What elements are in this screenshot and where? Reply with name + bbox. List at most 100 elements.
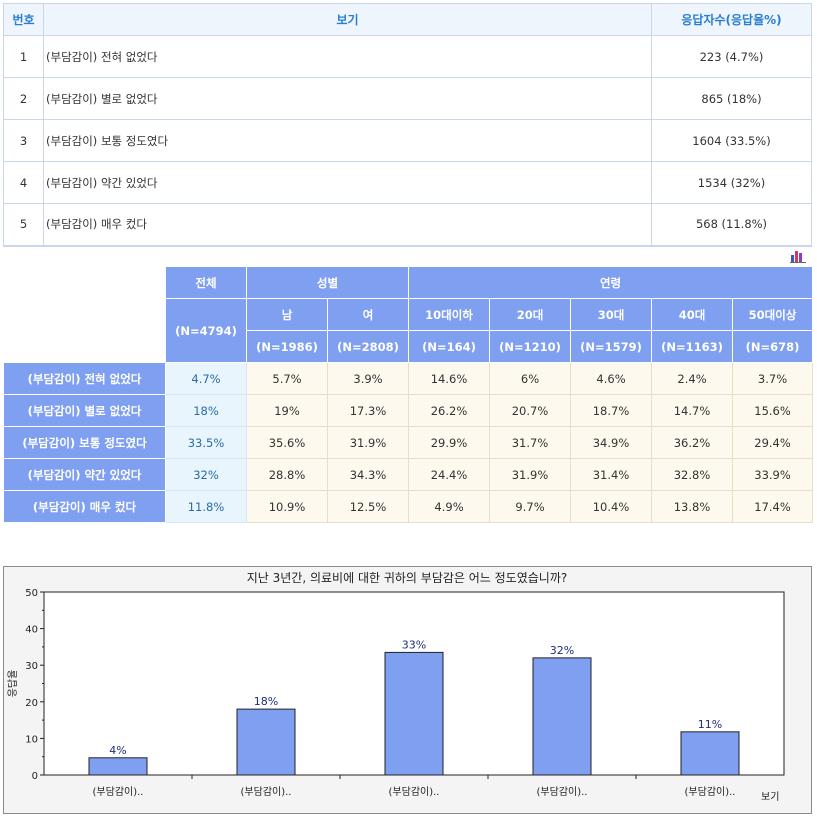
chart-bar — [532, 657, 592, 776]
total-value: 33.5% — [165, 426, 247, 459]
y-tick-label: 10 — [25, 734, 38, 745]
row-option-label: (부담감이) 별로 없었다 — [3, 394, 166, 427]
group-n: (N=678) — [732, 330, 814, 363]
group-value: 17.3% — [326, 394, 410, 427]
group-label: 여 — [326, 298, 410, 331]
row-number: 5 — [3, 203, 44, 247]
chart-title: 지난 3년간, 의료비에 대한 귀하의 부담감은 어느 정도였습니까? — [247, 571, 568, 585]
row-number: 1 — [3, 35, 44, 78]
group-n: (N=1579) — [570, 330, 653, 363]
group-value: 17.4% — [732, 490, 814, 523]
group-value: 15.6% — [732, 394, 814, 427]
x-tick-label: (부담감이).. — [537, 786, 588, 798]
group-value: 31.9% — [489, 458, 572, 491]
group-value: 32.8% — [651, 458, 734, 491]
group-value: 4.9% — [408, 490, 491, 523]
group-value: 2.4% — [651, 362, 734, 395]
header-option: 보기 — [43, 3, 652, 36]
response-summary-table: 번호 보기 응답자수(응답율%) 1 (부담감이) 전혀 없었다 223 (4.7%… — [3, 3, 812, 247]
group-n: (N=2808) — [326, 330, 410, 363]
row-response-count: 223 (4.7%) — [651, 35, 812, 78]
data-label: 11% — [698, 718, 722, 731]
table-row: (부담감이) 전혀 없었다 4.7% 5.7% 3.9% 14.6% 6% 4.6% 2.4%… — [3, 362, 814, 395]
total-n: (N=4794) — [165, 298, 247, 363]
group-value: 12.5% — [326, 490, 410, 523]
group-value: 34.3% — [326, 458, 410, 491]
group-label: 40대 — [651, 298, 734, 331]
group-value: 4.6% — [570, 362, 653, 395]
table-row: (부담감이) 약간 있었다 32% 28.8% 34.3% 24.4% 31.9% 31.4… — [3, 458, 814, 491]
group-n: (N=1163) — [651, 330, 734, 363]
table-row: 4 (부담감이) 약간 있었다 1534 (32%) — [3, 161, 812, 204]
group-value: 10.4% — [570, 490, 653, 523]
table-row: 1 (부담감이) 전혀 없었다 223 (4.7%) — [3, 35, 812, 78]
summary-header-row: 번호 보기 응답자수(응답율%) — [3, 3, 812, 36]
group-label: 30대 — [570, 298, 653, 331]
corner-blank — [3, 266, 166, 363]
row-number: 3 — [3, 119, 44, 162]
data-label: 32% — [550, 644, 574, 657]
row-option-label: (부담감이) 전혀 없었다 — [3, 362, 166, 395]
x-axis-label: 보기 — [761, 791, 779, 803]
x-tick-label: (부담감이).. — [389, 786, 440, 798]
group-value: 13.8% — [651, 490, 734, 523]
group-value: 9.7% — [489, 490, 572, 523]
group-value: 28.8% — [246, 458, 328, 491]
y-tick-label: 20 — [25, 698, 38, 709]
group-value: 26.2% — [408, 394, 491, 427]
y-tick-label: 30 — [25, 661, 38, 672]
row-response-count: 865 (18%) — [651, 77, 812, 120]
group-n: (N=164) — [408, 330, 491, 363]
table-row: (부담감이) 별로 없었다 18% 19% 17.3% 26.2% 20.7% 18.7% 1… — [3, 394, 814, 427]
gender-header: 성별 — [245, 266, 410, 299]
table-row: (부담감이) 보통 정도였다 33.5% 35.6% 31.9% 29.9% 31.7% 3… — [3, 426, 814, 459]
total-value: 32% — [165, 458, 247, 491]
header-number: 번호 — [3, 3, 44, 36]
table-row: (부담감이) 매우 컸다 11.8% 10.9% 12.5% 4.9% 9.7% 10.4%… — [3, 490, 814, 523]
group-n: (N=1210) — [489, 330, 572, 363]
y-tick-label: 40 — [25, 625, 38, 636]
cross-tab-table: 전체 성별 연령 (N=4794) 남 여 10대이하 20대 30대 40대 50대이상 … — [3, 266, 814, 523]
row-response-count: 568 (11.8%) — [651, 203, 812, 247]
row-response-count: 1534 (32%) — [651, 161, 812, 204]
x-tick-label: (부담감이).. — [241, 786, 292, 798]
group-value: 34.9% — [570, 426, 653, 459]
bar-chart: 지난 3년간, 의료비에 대한 귀하의 부담감은 어느 정도였습니까? 응답율 … — [3, 566, 812, 814]
row-option-label: (부담감이) 약간 있었다 — [43, 161, 652, 204]
row-option-label: (부담감이) 별로 없었다 — [43, 77, 652, 120]
x-tick-label: (부담감이).. — [93, 786, 144, 798]
group-value: 20.7% — [489, 394, 572, 427]
group-value: 31.9% — [326, 426, 410, 459]
group-value: 5.7% — [246, 362, 328, 395]
group-label: 50대이상 — [732, 298, 814, 331]
group-value: 14.6% — [408, 362, 491, 395]
group-value: 35.6% — [246, 426, 328, 459]
bar-chart-svg: 지난 3년간, 의료비에 대한 귀하의 부담감은 어느 정도였습니까? 응답율 … — [7, 571, 785, 803]
x-tick-label: (부담감이).. — [685, 786, 736, 798]
group-value: 31.7% — [489, 426, 572, 459]
chart-bar — [236, 708, 296, 776]
bar-chart-icon[interactable] — [790, 249, 806, 263]
chart-bar — [384, 651, 444, 776]
group-value: 10.9% — [246, 490, 328, 523]
table-row: 3 (부담감이) 보통 정도였다 1604 (33.5%) — [3, 119, 812, 162]
total-value: 18% — [165, 394, 247, 427]
age-header: 연령 — [408, 266, 814, 299]
group-label: 남 — [246, 298, 328, 331]
group-n: (N=1986) — [246, 330, 328, 363]
row-option-label: (부담감이) 보통 정도였다 — [43, 119, 652, 162]
group-value: 36.2% — [651, 426, 734, 459]
group-value: 3.7% — [732, 362, 814, 395]
data-label: 33% — [402, 638, 426, 651]
row-option-label: (부담감이) 약간 있었다 — [3, 458, 166, 491]
row-response-count: 1604 (33.5%) — [651, 119, 812, 162]
table-row: 2 (부담감이) 별로 없었다 865 (18%) — [3, 77, 812, 120]
group-label: 20대 — [489, 298, 572, 331]
group-value: 18.7% — [570, 394, 653, 427]
group-value: 31.4% — [570, 458, 653, 491]
y-axis-label: 응답율 — [7, 670, 19, 698]
group-value: 24.4% — [408, 458, 491, 491]
group-value: 19% — [246, 394, 328, 427]
row-option-label: (부담감이) 매우 컸다 — [3, 490, 166, 523]
total-header: 전체 — [165, 266, 247, 299]
